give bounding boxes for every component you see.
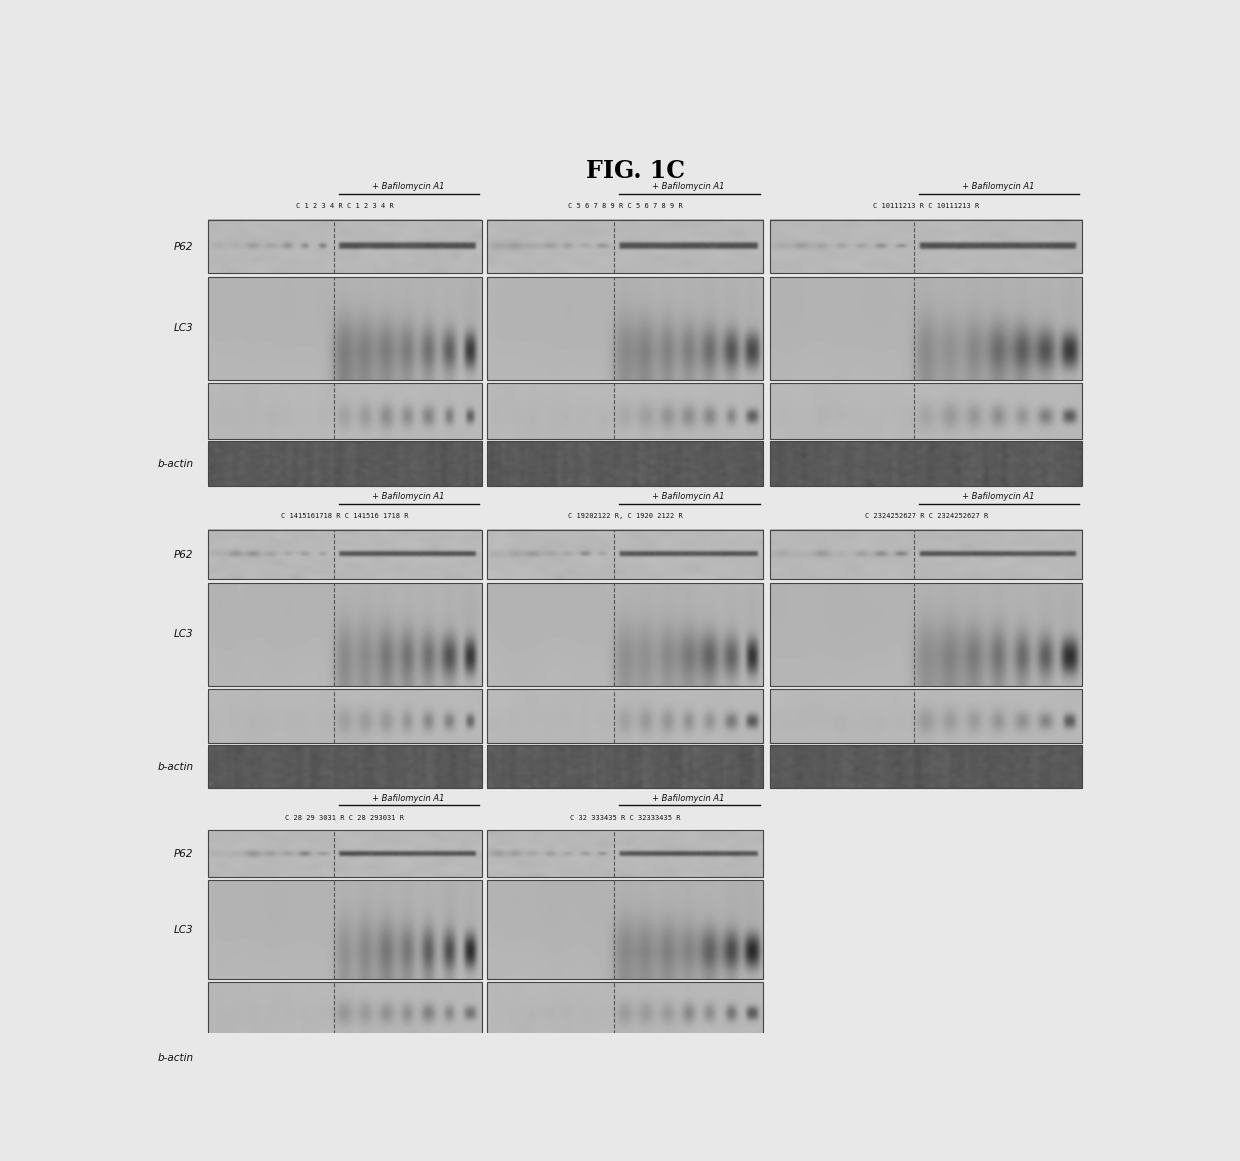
Text: P62: P62: [174, 549, 193, 560]
Text: C 10111213 R C 10111213 R: C 10111213 R C 10111213 R: [873, 203, 980, 209]
Text: b-actin: b-actin: [157, 762, 193, 772]
Text: LC3: LC3: [174, 324, 193, 333]
Text: LC3: LC3: [174, 924, 193, 935]
Text: b-actin: b-actin: [157, 459, 193, 469]
Text: + Bafilomycin A1: + Bafilomycin A1: [962, 492, 1034, 502]
Text: + Bafilomycin A1: + Bafilomycin A1: [962, 182, 1034, 192]
Text: FIG. 1C: FIG. 1C: [587, 159, 684, 183]
Text: C 5 6 7 8 9 R C 5 6 7 8 9 R: C 5 6 7 8 9 R C 5 6 7 8 9 R: [568, 203, 682, 209]
Text: C 28 29 3031 R C 28 293031 R: C 28 29 3031 R C 28 293031 R: [285, 815, 404, 821]
Text: P62: P62: [174, 241, 193, 252]
Text: LC3: LC3: [174, 629, 193, 640]
Text: + Bafilomycin A1: + Bafilomycin A1: [652, 492, 725, 502]
Text: + Bafilomycin A1: + Bafilomycin A1: [372, 794, 444, 802]
Text: + Bafilomycin A1: + Bafilomycin A1: [372, 492, 444, 502]
Text: + Bafilomycin A1: + Bafilomycin A1: [652, 182, 725, 192]
Text: + Bafilomycin A1: + Bafilomycin A1: [372, 182, 444, 192]
Text: + Bafilomycin A1: + Bafilomycin A1: [652, 794, 725, 802]
Text: P62: P62: [174, 849, 193, 859]
Text: C 19202122 R, C 1920 2122 R: C 19202122 R, C 1920 2122 R: [568, 513, 682, 519]
Text: C 32 333435 R C 32333435 R: C 32 333435 R C 32333435 R: [569, 815, 681, 821]
Text: C 1 2 3 4 R C 1 2 3 4 R: C 1 2 3 4 R C 1 2 3 4 R: [296, 203, 393, 209]
Text: b-actin: b-actin: [157, 1053, 193, 1062]
Text: C 1415161718 R C 141516 1718 R: C 1415161718 R C 141516 1718 R: [281, 513, 408, 519]
Text: C 2324252627 R C 2324252627 R: C 2324252627 R C 2324252627 R: [864, 513, 988, 519]
